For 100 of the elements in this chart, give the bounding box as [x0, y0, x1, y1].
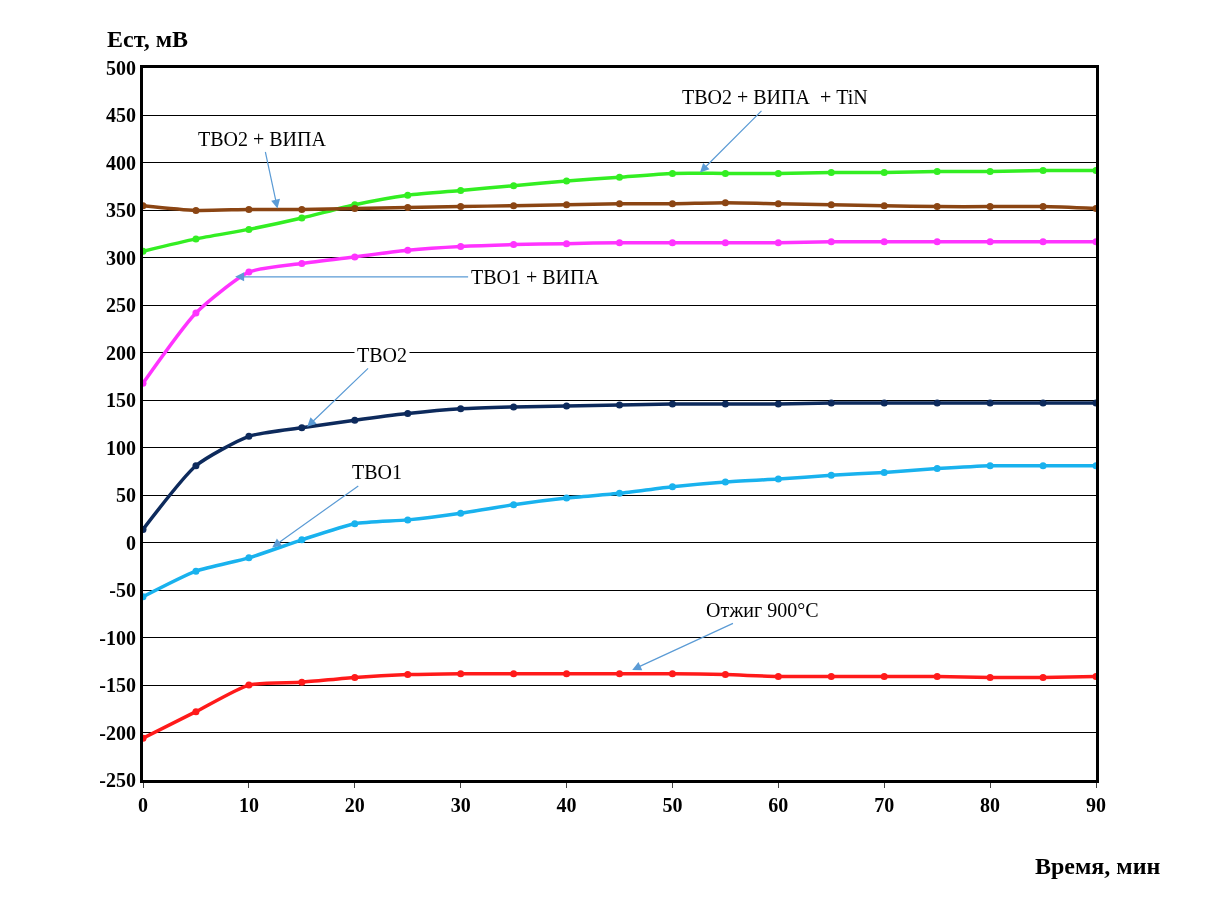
y-tick-label: -150 [99, 674, 136, 697]
x-tick-label: 90 [1086, 794, 1106, 816]
point [510, 501, 518, 509]
point [668, 400, 676, 408]
point [616, 401, 623, 409]
point [245, 681, 253, 689]
y-tick-label: 500 [106, 57, 136, 79]
point [563, 494, 571, 502]
point [1039, 167, 1047, 175]
point [404, 191, 412, 199]
point [774, 169, 782, 177]
point [774, 475, 782, 483]
point [1039, 238, 1047, 246]
point [827, 399, 835, 407]
point [457, 670, 465, 678]
point [616, 239, 623, 247]
point [721, 239, 729, 247]
point [510, 202, 518, 210]
point [457, 509, 465, 517]
point [986, 238, 994, 246]
point [668, 169, 676, 177]
point [351, 416, 359, 424]
point [933, 673, 941, 681]
point [457, 405, 465, 413]
y-tick-label: 50 [116, 484, 136, 507]
point [721, 400, 729, 408]
point [563, 177, 571, 185]
point [245, 432, 253, 440]
point [351, 253, 359, 261]
x-tick-label: 70 [874, 794, 895, 816]
point [404, 246, 412, 254]
point [510, 670, 518, 678]
y-tick-label: 100 [106, 436, 136, 459]
annotation: ТВО1 [352, 461, 402, 483]
point [721, 478, 729, 486]
point [510, 403, 518, 411]
annotation: ТВО2 + ВИПА [198, 128, 327, 150]
y-tick-label: 0 [126, 531, 136, 554]
point [457, 242, 465, 250]
line-series [143, 167, 1096, 255]
point [298, 205, 306, 213]
point [192, 206, 200, 214]
point [774, 200, 782, 208]
point [986, 673, 994, 681]
point [563, 201, 571, 209]
point [827, 201, 835, 209]
point [563, 240, 571, 248]
point [880, 238, 888, 246]
point [563, 670, 571, 678]
y-tick-label: -50 [109, 579, 136, 602]
point [827, 168, 835, 176]
point [457, 203, 465, 211]
point [245, 205, 253, 213]
point [616, 670, 623, 678]
annotation: ТВО2 + ВИПА + TiN [682, 86, 868, 108]
point [457, 186, 465, 194]
point [245, 225, 253, 233]
point [880, 673, 888, 681]
point [668, 483, 676, 491]
y-tick-label: -200 [99, 721, 136, 744]
point [721, 169, 729, 177]
point [351, 673, 359, 681]
point [192, 567, 200, 575]
x-tick-label: 20 [344, 794, 365, 816]
point [404, 671, 412, 679]
y-tick-label: 300 [106, 246, 136, 269]
point [933, 203, 941, 211]
point [404, 410, 412, 418]
point [192, 235, 200, 243]
point [668, 200, 676, 208]
point [880, 202, 888, 210]
point [563, 402, 571, 410]
x-axis-title: Время, мин [1035, 853, 1161, 879]
point [933, 399, 941, 407]
point [721, 199, 729, 207]
point [774, 239, 782, 247]
point [668, 239, 676, 247]
y-tick-label: 150 [106, 389, 136, 412]
y-tick-label: 350 [106, 199, 136, 222]
point [192, 708, 200, 716]
y-tick-label: 450 [106, 104, 136, 127]
x-tick-label: 50 [662, 794, 683, 816]
point [1039, 673, 1047, 681]
point [298, 536, 306, 544]
point [880, 468, 888, 476]
y-tick-label: 400 [106, 151, 136, 174]
point [298, 424, 306, 432]
y-tick-label: -100 [99, 626, 136, 649]
point [1039, 462, 1047, 470]
x-tick-label: 80 [980, 794, 1001, 816]
point [1039, 399, 1047, 407]
point [668, 670, 676, 678]
point [880, 168, 888, 176]
point [774, 400, 782, 408]
point [986, 462, 994, 470]
point [245, 554, 253, 562]
point [298, 678, 306, 686]
annotation: ТВО2 [357, 344, 407, 366]
point [880, 399, 888, 407]
x-tick-label: 60 [768, 794, 789, 816]
